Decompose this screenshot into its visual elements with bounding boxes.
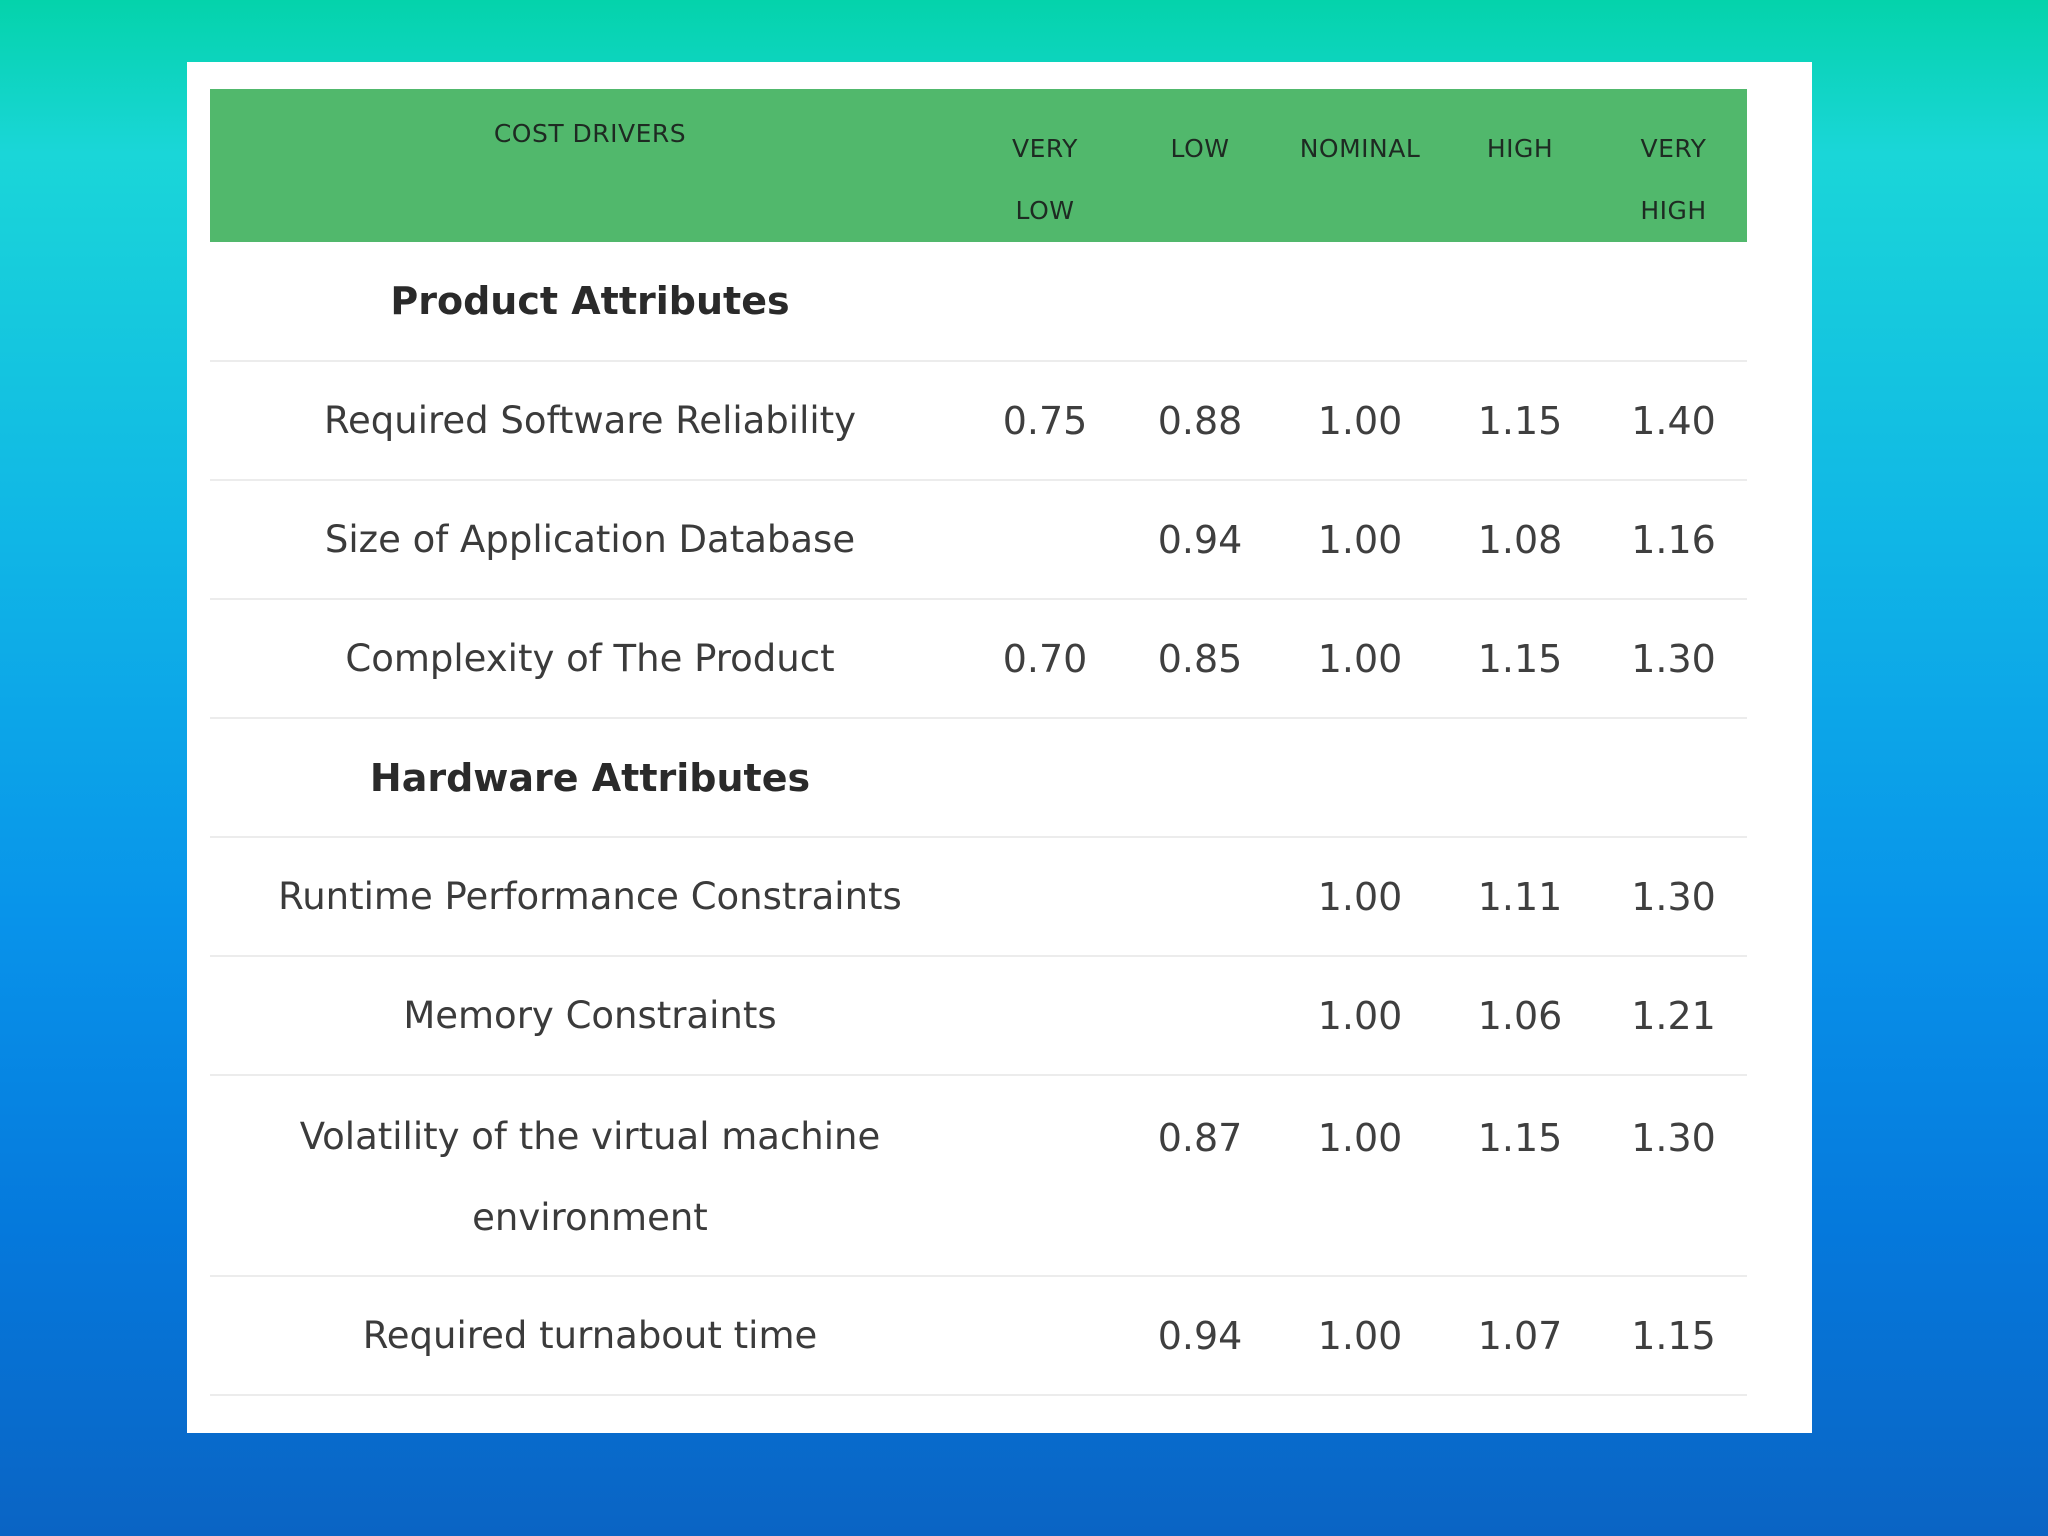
cell-high: 1.06 — [1440, 956, 1600, 1076]
cell-very-high: 1.30 — [1600, 1075, 1747, 1277]
cell-very-low — [970, 1075, 1120, 1277]
cost-drivers-table: COST DRIVERS VERY LOW LOW NOMINAL HIGH V… — [210, 89, 1747, 1396]
cell-high: 1.07 — [1440, 1276, 1600, 1396]
cell-very-high: 1.30 — [1600, 599, 1747, 719]
cell-very-low — [970, 1276, 1120, 1396]
cell-very-low — [970, 480, 1120, 600]
table-row: Runtime Performance Constraints 1.00 1.1… — [210, 837, 1747, 957]
cell-low: 0.88 — [1120, 361, 1280, 481]
cell-very-high: 1.30 — [1600, 837, 1747, 957]
cell-nominal: 1.00 — [1280, 480, 1440, 600]
section-label: Hardware Attributes — [210, 718, 970, 838]
header-very-high-line1: VERY — [1640, 134, 1707, 163]
cell-very-high: 1.40 — [1600, 361, 1747, 481]
cell-low: 0.94 — [1120, 480, 1280, 600]
header-very-high-line2: HIGH — [1640, 196, 1707, 225]
header-cost-drivers: COST DRIVERS — [210, 89, 970, 242]
cell-very-high: 1.21 — [1600, 956, 1747, 1076]
cell-nominal: 1.00 — [1280, 1276, 1440, 1396]
row-label: Memory Constraints — [210, 956, 970, 1076]
cell-nominal: 1.00 — [1280, 361, 1440, 481]
table-row: Complexity of The Product 0.70 0.85 1.00… — [210, 599, 1747, 719]
header-nominal: NOMINAL — [1280, 89, 1440, 242]
cell-nominal: 1.00 — [1280, 1075, 1440, 1277]
header-low: LOW — [1120, 89, 1280, 242]
table-row: Memory Constraints 1.00 1.06 1.21 — [210, 956, 1747, 1076]
row-label: Runtime Performance Constraints — [210, 837, 970, 957]
table-row: Required Software Reliability 0.75 0.88 … — [210, 361, 1747, 481]
section-label: Product Attributes — [210, 242, 970, 362]
row-label-line2: environment — [472, 1196, 708, 1239]
row-label: Volatility of the virtual machine enviro… — [210, 1075, 970, 1277]
cell-very-low — [970, 837, 1120, 957]
header-very-low: VERY LOW — [970, 89, 1120, 242]
cell-low — [1120, 956, 1280, 1076]
row-label: Required Software Reliability — [210, 361, 970, 481]
cell-very-low — [970, 956, 1120, 1076]
cell-low: 0.85 — [1120, 599, 1280, 719]
cell-low — [1120, 837, 1280, 957]
table-header-row: COST DRIVERS VERY LOW LOW NOMINAL HIGH V… — [210, 89, 1747, 242]
cell-nominal: 1.00 — [1280, 956, 1440, 1076]
section-row-hardware-attributes: Hardware Attributes — [210, 718, 1747, 838]
row-label: Size of Application Database — [210, 480, 970, 600]
section-row-product-attributes: Product Attributes — [210, 242, 1747, 362]
cell-very-low: 0.75 — [970, 361, 1120, 481]
cell-high: 1.15 — [1440, 1075, 1600, 1277]
cell-high: 1.15 — [1440, 599, 1600, 719]
cell-very-high: 1.16 — [1600, 480, 1747, 600]
cell-low: 0.94 — [1120, 1276, 1280, 1396]
row-label: Required turnabout time — [210, 1276, 970, 1396]
header-very-low-line2: LOW — [1015, 196, 1075, 225]
row-label: Complexity of The Product — [210, 599, 970, 719]
cell-very-high: 1.15 — [1600, 1276, 1747, 1396]
cell-nominal: 1.00 — [1280, 599, 1440, 719]
cell-high: 1.11 — [1440, 837, 1600, 957]
table-row: Volatility of the virtual machine enviro… — [210, 1075, 1747, 1277]
row-label-line1: Volatility of the virtual machine — [299, 1115, 881, 1158]
cell-high: 1.15 — [1440, 361, 1600, 481]
table-card: COST DRIVERS VERY LOW LOW NOMINAL HIGH V… — [187, 62, 1812, 1433]
cell-nominal: 1.00 — [1280, 837, 1440, 957]
cell-high: 1.08 — [1440, 480, 1600, 600]
header-very-low-line1: VERY — [1012, 134, 1078, 163]
cell-low: 0.87 — [1120, 1075, 1280, 1277]
cell-very-low: 0.70 — [970, 599, 1120, 719]
table-row: Size of Application Database 0.94 1.00 1… — [210, 480, 1747, 600]
table-row: Required turnabout time 0.94 1.00 1.07 1… — [210, 1276, 1747, 1396]
header-high: HIGH — [1440, 89, 1600, 242]
header-very-high: VERY HIGH — [1600, 89, 1747, 242]
